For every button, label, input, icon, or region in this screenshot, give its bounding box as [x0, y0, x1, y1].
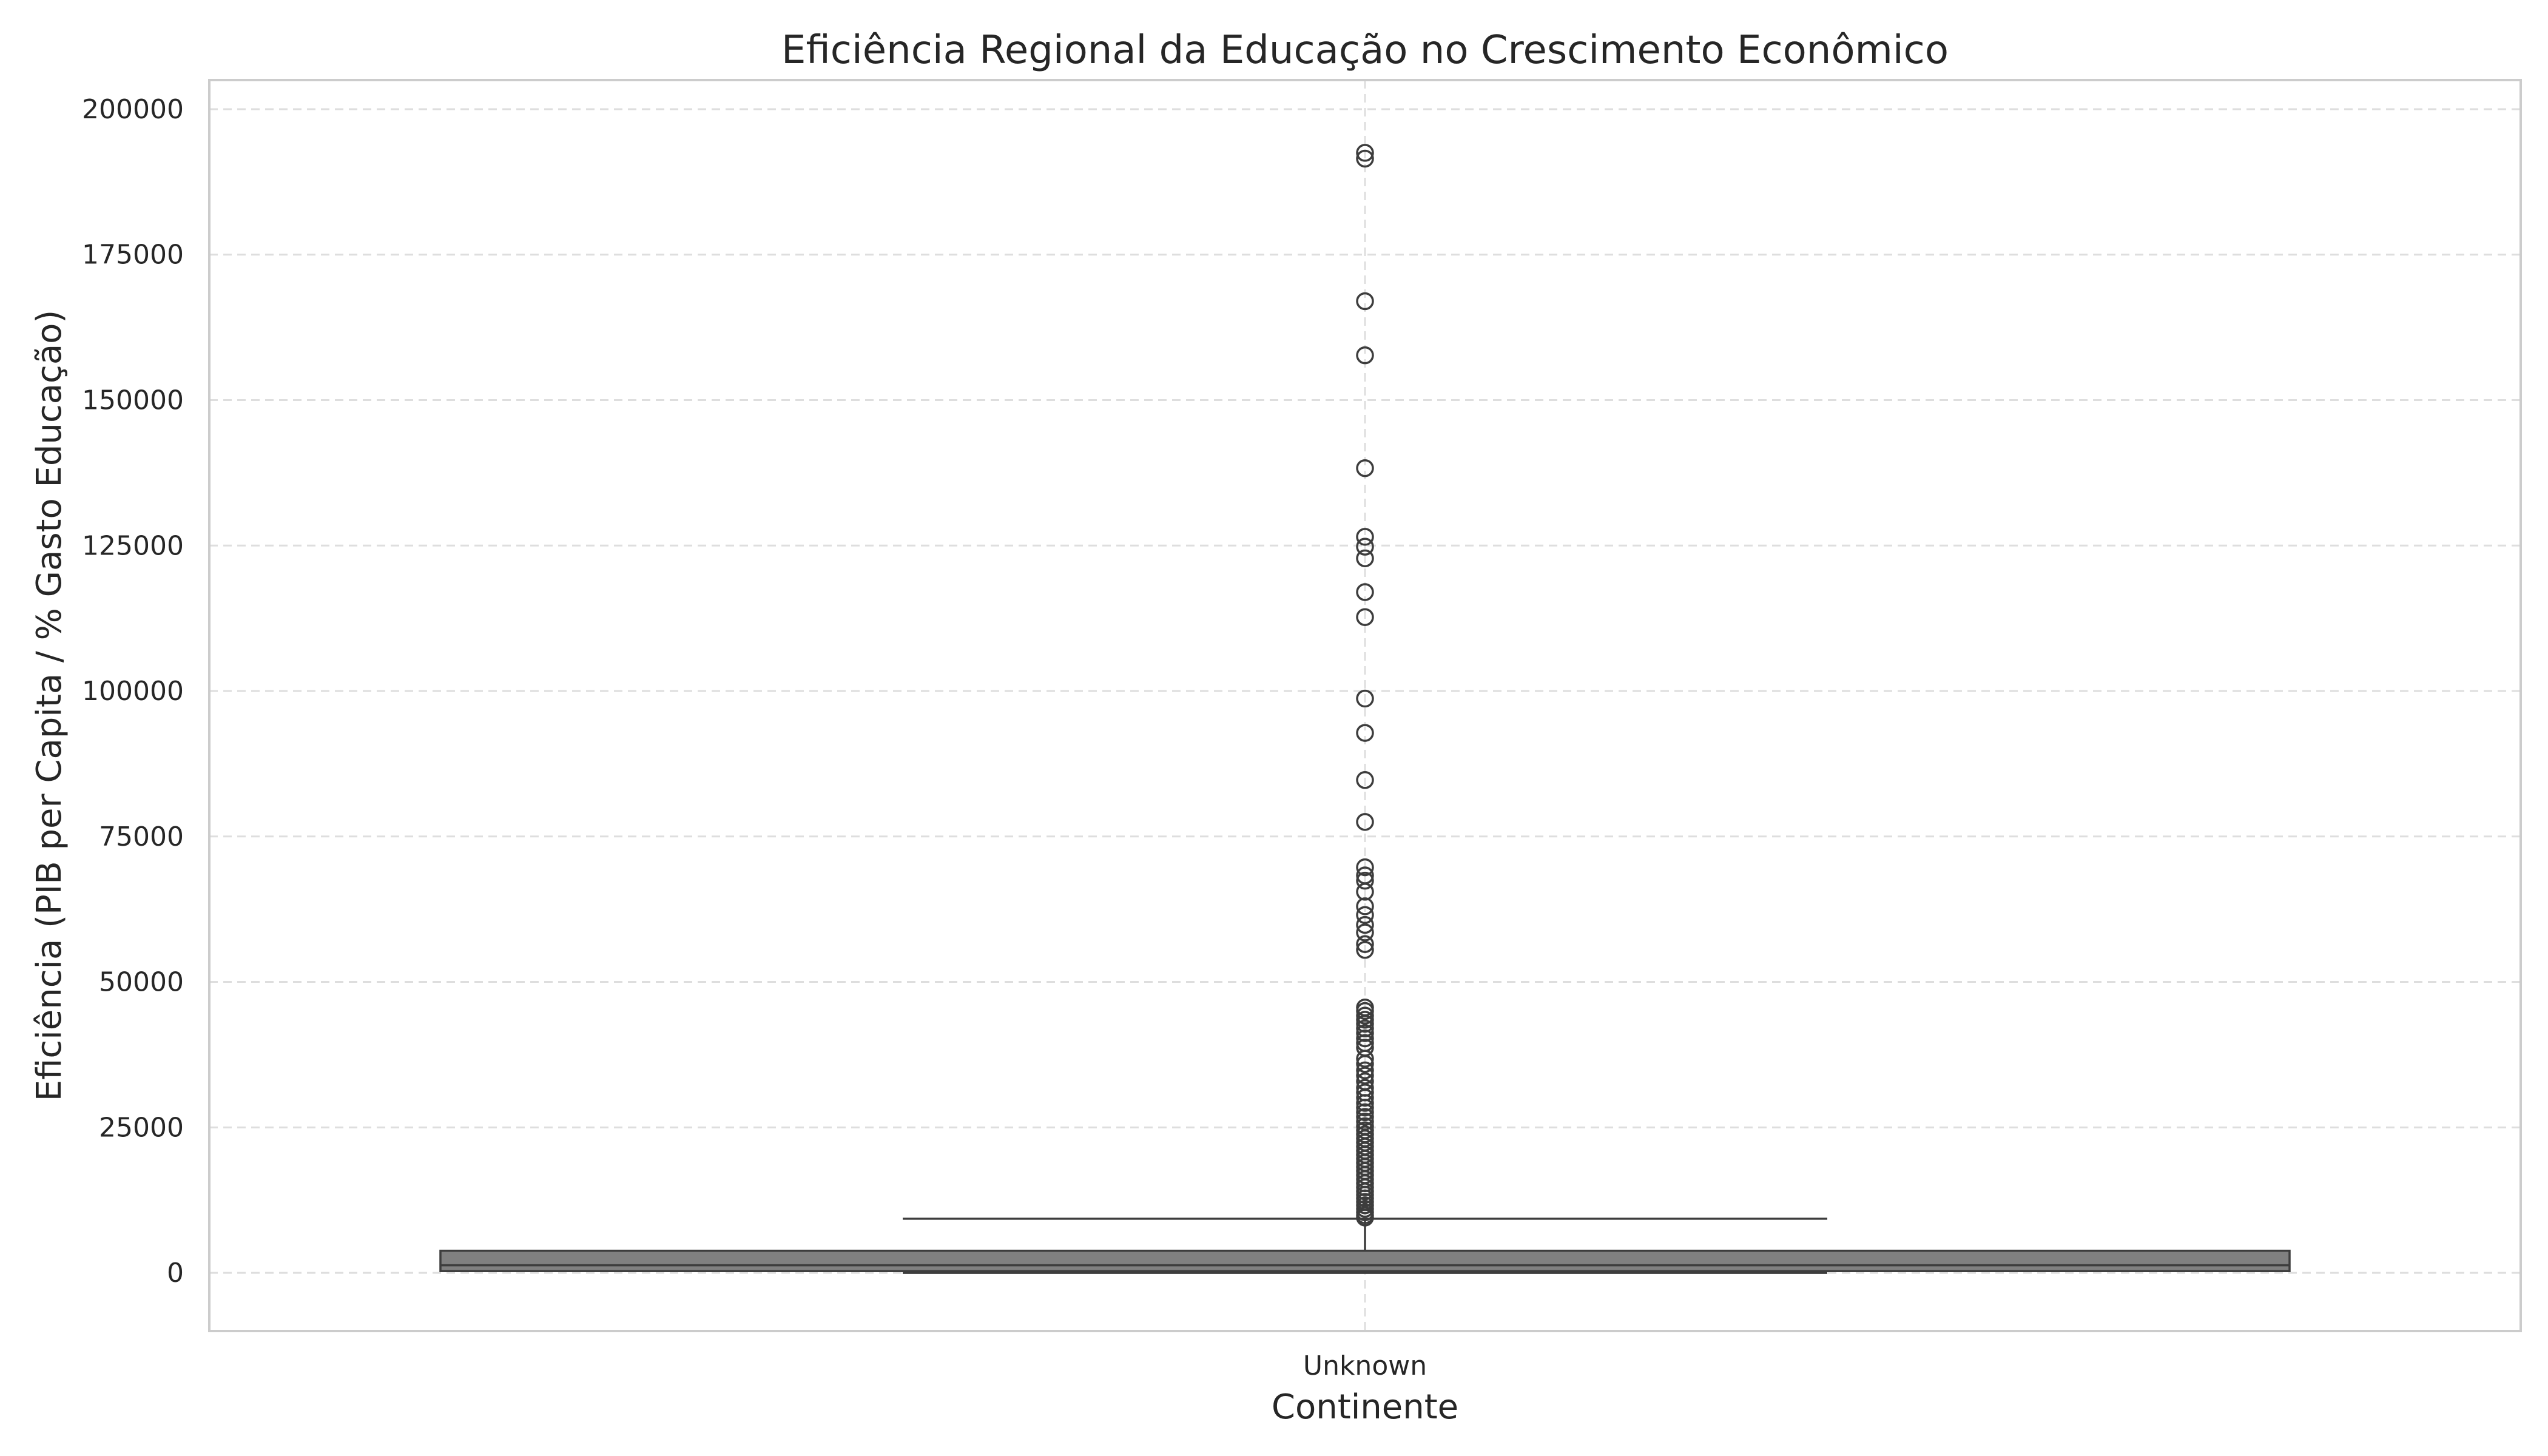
outlier-point	[1356, 1061, 1374, 1080]
outlier-point	[1356, 1014, 1374, 1033]
outlier-point	[1356, 583, 1374, 601]
outlier-point	[1356, 149, 1374, 168]
outlier-point	[1356, 724, 1374, 742]
outlier-point	[1356, 1050, 1374, 1068]
y-axis-label: Eficiência (PIB per Capita / % Gasto Edu…	[30, 310, 69, 1102]
outlier-point	[1356, 935, 1374, 953]
plot-frame	[208, 79, 2522, 1332]
y-tick-label: 150000	[82, 385, 184, 416]
outlier-point	[1356, 1024, 1374, 1042]
outlier-point	[1356, 871, 1374, 890]
y-tick-label: 100000	[82, 676, 184, 707]
outlier-point	[1356, 1067, 1374, 1085]
outlier-point	[1356, 915, 1374, 934]
outlier-point	[1356, 1088, 1374, 1107]
outlier-point	[1356, 813, 1374, 831]
x-axis-label: Continente	[1272, 1387, 1458, 1427]
y-tick-label: 175000	[82, 240, 184, 271]
plot-area: 0 25000 50000 75000 100000 125000 150000 175000…	[82, 79, 2522, 1381]
y-tick-label: 25000	[99, 1112, 184, 1143]
outlier-point	[1356, 608, 1374, 626]
outlier-point	[1356, 858, 1374, 877]
outlier-point	[1356, 1108, 1374, 1126]
outlier-point	[1356, 346, 1374, 365]
outlier-point	[1356, 906, 1374, 925]
outlier-point	[1356, 144, 1374, 162]
outlier-point	[1356, 883, 1374, 901]
outlier-point	[1356, 1019, 1374, 1038]
y-tick-label: 50000	[99, 967, 184, 998]
outlier-point	[1356, 897, 1374, 915]
box-iqr	[439, 1249, 2291, 1272]
chart-title: Eficiência Regional da Educação no Cresc…	[781, 28, 1949, 73]
outlier-point	[1356, 689, 1374, 708]
outlier-point	[1356, 1055, 1374, 1073]
x-tick-label: Unknown	[1303, 1350, 1427, 1381]
y-tick-label: 125000	[82, 530, 184, 561]
outlier-point	[1356, 1002, 1374, 1020]
outlier-point	[1356, 771, 1374, 789]
y-tick-label: 0	[167, 1258, 184, 1289]
outlier-point	[1356, 923, 1374, 942]
outlier-point	[1356, 1094, 1374, 1112]
y-tick-label: 75000	[99, 821, 184, 852]
outlier-point	[1356, 1029, 1374, 1048]
outlier-point	[1356, 292, 1374, 311]
outlier-point	[1356, 941, 1374, 959]
outlier-point	[1356, 1112, 1374, 1131]
outlier-point	[1356, 528, 1374, 546]
outlier-point	[1356, 459, 1374, 477]
outlier-point	[1356, 1103, 1374, 1122]
outlier-point	[1356, 549, 1374, 568]
outlier-point	[1356, 538, 1374, 556]
outlier-point	[1356, 1098, 1374, 1117]
outlier-point	[1356, 1208, 1374, 1227]
y-tick-label: 200000	[82, 94, 184, 125]
